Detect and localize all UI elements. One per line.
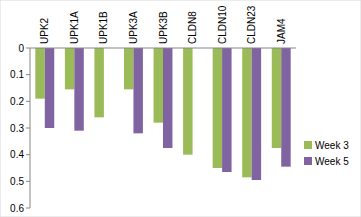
bar bbox=[183, 48, 192, 155]
tick-label: 0.6 bbox=[10, 203, 24, 214]
bar bbox=[45, 48, 54, 128]
tick-label: 0.3 bbox=[10, 123, 24, 134]
tick bbox=[26, 48, 30, 49]
background bbox=[0, 0, 361, 217]
tick bbox=[26, 181, 30, 182]
bar bbox=[213, 48, 222, 168]
category-label: UPK1A bbox=[69, 11, 80, 44]
tick-label: 0.2 bbox=[10, 96, 24, 107]
bar bbox=[94, 48, 103, 117]
tick-label: 0.4 bbox=[10, 149, 24, 160]
bar bbox=[242, 48, 251, 177]
chart: 0 0.1 0.2 0.3 0.4 0.5 0.6 UPK2 UPK1A UPK1B UPK3A UP… bbox=[0, 0, 361, 217]
bar bbox=[154, 48, 163, 123]
legend-label: Week 5 bbox=[315, 156, 349, 167]
bar bbox=[35, 48, 44, 99]
category-label: CLDN10 bbox=[217, 5, 228, 44]
tick bbox=[26, 128, 30, 129]
category-label: CLDN8 bbox=[187, 11, 198, 44]
legend-label: Week 3 bbox=[315, 140, 349, 151]
bar bbox=[272, 48, 281, 148]
category-label: UPK3B bbox=[158, 11, 169, 44]
tick-label: 0.1 bbox=[10, 69, 24, 80]
category-label: CLDN23 bbox=[246, 5, 257, 44]
tick bbox=[26, 154, 30, 155]
legend-swatch bbox=[304, 157, 312, 165]
tick bbox=[26, 208, 30, 209]
bar bbox=[163, 48, 172, 148]
legend: Week 3 Week 5 bbox=[304, 140, 349, 167]
bar bbox=[74, 48, 83, 131]
category-label: UPK1B bbox=[98, 11, 109, 44]
tick-label: 0 bbox=[18, 43, 24, 54]
bars bbox=[35, 48, 290, 180]
bar bbox=[222, 48, 231, 172]
x-axis bbox=[30, 48, 296, 49]
bar bbox=[65, 48, 74, 89]
category-label: UPK2 bbox=[39, 17, 50, 44]
tick bbox=[26, 74, 30, 75]
tick-label: 0.5 bbox=[10, 176, 24, 187]
tick bbox=[26, 101, 30, 102]
category-label: UPK3A bbox=[128, 11, 139, 44]
bar bbox=[281, 48, 290, 167]
legend-swatch bbox=[304, 141, 312, 149]
category-label: JAM4 bbox=[276, 18, 287, 44]
bar bbox=[124, 48, 133, 89]
bar bbox=[133, 48, 142, 133]
bar bbox=[252, 48, 261, 180]
